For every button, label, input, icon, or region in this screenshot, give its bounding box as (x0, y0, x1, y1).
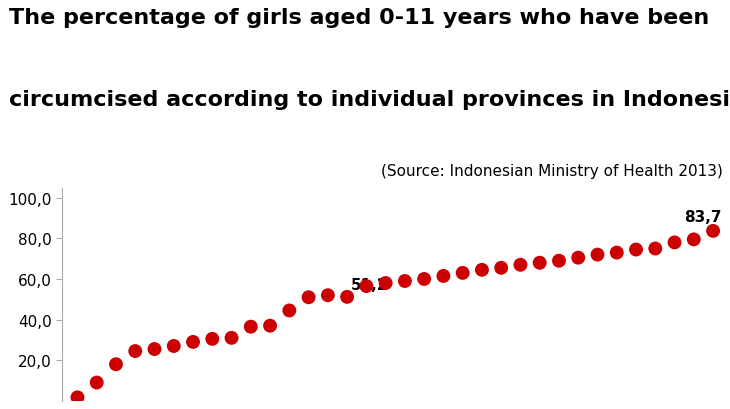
Point (207, 336, 218, 342)
Point (168, 343, 180, 349)
Point (437, 273, 449, 279)
Point (611, 249, 623, 256)
Point (650, 246, 661, 252)
Point (322, 292, 334, 299)
Point (515, 262, 526, 268)
Point (476, 267, 488, 274)
Point (361, 283, 372, 290)
Point (226, 335, 237, 341)
Point (591, 252, 603, 258)
Point (457, 270, 469, 276)
Point (303, 294, 315, 301)
Text: (Source: Indonesian Ministry of Health 2013): (Source: Indonesian Ministry of Health 2… (381, 164, 723, 179)
Text: 51,2: 51,2 (351, 277, 388, 292)
Text: circumcised according to individual provinces in Indonesia: circumcised according to individual prov… (9, 90, 730, 110)
Point (399, 278, 411, 285)
Point (534, 260, 545, 266)
Point (341, 294, 353, 300)
Point (149, 346, 161, 353)
Point (418, 276, 430, 283)
Point (380, 280, 391, 287)
Point (187, 339, 199, 345)
Point (72, 394, 83, 401)
Point (553, 258, 565, 264)
Point (496, 265, 507, 272)
Point (688, 236, 699, 243)
Point (707, 228, 719, 234)
Point (110, 361, 122, 368)
Point (630, 247, 642, 253)
Point (91, 379, 102, 386)
Text: The percentage of girls aged 0-11 years who have been: The percentage of girls aged 0-11 years … (9, 8, 710, 28)
Text: 83,7: 83,7 (684, 209, 722, 224)
Point (283, 308, 295, 314)
Point (129, 348, 141, 355)
Point (245, 324, 257, 330)
Point (669, 240, 680, 246)
Point (264, 323, 276, 329)
Point (572, 255, 584, 261)
